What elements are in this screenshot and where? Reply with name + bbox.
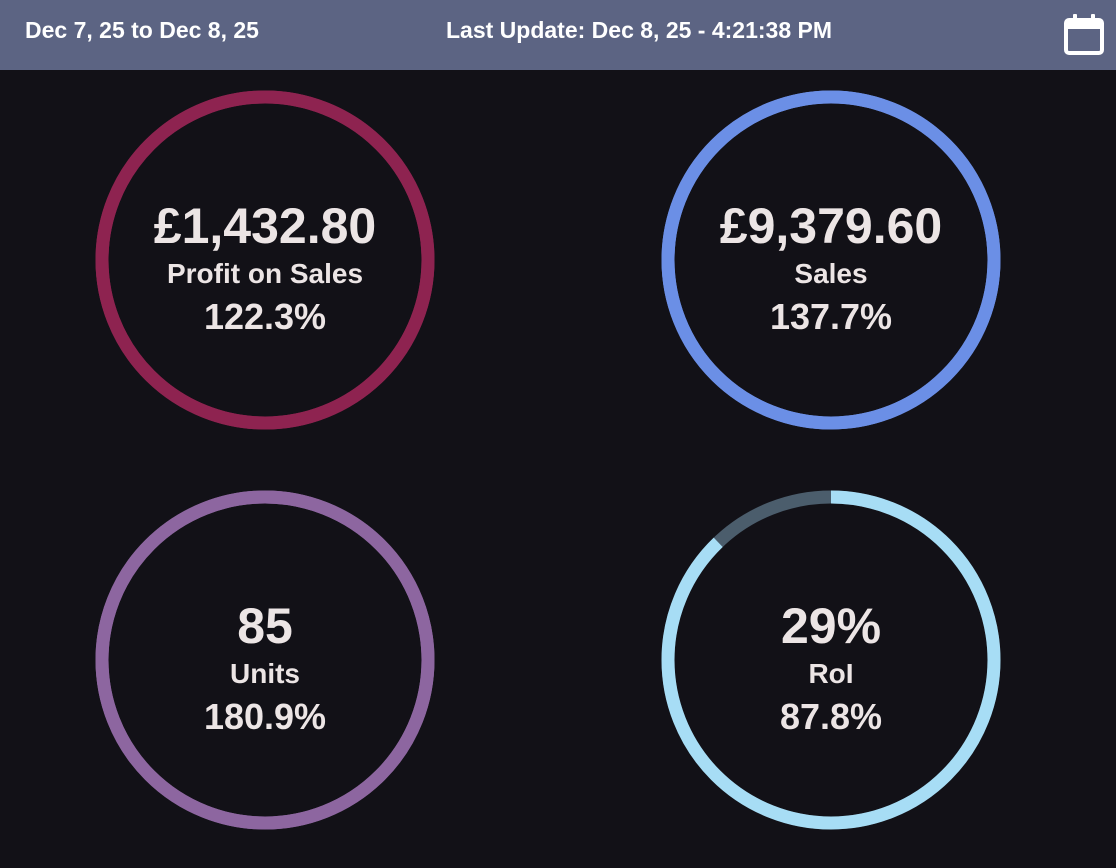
- last-update-label: Last Update: Dec 8, 25 - 4:21:38 PM: [446, 17, 833, 43]
- sales-ring: [661, 90, 1001, 430]
- units-label: Units: [230, 658, 300, 689]
- sales-label: Sales: [794, 258, 868, 289]
- profit-on-sales-ring: [95, 90, 435, 430]
- date-range-label[interactable]: Dec 7, 25 to Dec 8, 25: [25, 17, 259, 43]
- units-percent: 180.9%: [203, 696, 327, 737]
- roi-percent: 87.8%: [779, 696, 883, 737]
- units-card[interactable]: 85 Units 180.9%: [95, 490, 435, 830]
- units-ring: [95, 490, 435, 830]
- profit-on-sales-value: £1,432.80: [153, 198, 377, 254]
- roi-label: RoI: [808, 658, 854, 689]
- sales-card[interactable]: £9,379.60 Sales 137.7%: [661, 90, 1001, 430]
- roi-value: 29%: [780, 598, 882, 654]
- profit-on-sales-percent: 122.3%: [203, 296, 327, 337]
- calendar-icon[interactable]: [1060, 10, 1108, 58]
- header-bar: Dec 7, 25 to Dec 8, 25 Last Update: Dec …: [0, 0, 1116, 70]
- units-value: 85: [237, 598, 293, 654]
- profit-on-sales-label: Profit on Sales: [166, 258, 364, 289]
- profit-on-sales-card[interactable]: £1,432.80 Profit on Sales 122.3%: [95, 90, 435, 430]
- roi-ring: [661, 490, 1001, 830]
- sales-percent: 137.7%: [769, 296, 893, 337]
- roi-card[interactable]: 29% RoI 87.8%: [661, 490, 1001, 830]
- sales-value: £9,379.60: [719, 198, 943, 254]
